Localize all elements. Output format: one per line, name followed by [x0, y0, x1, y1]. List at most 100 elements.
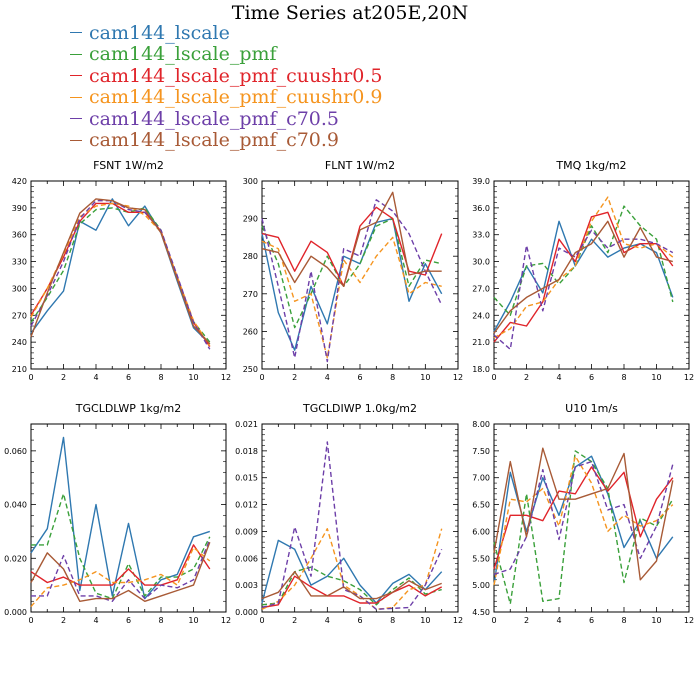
x-tick-label: 4 [325, 616, 330, 625]
y-tick-label: 290 [243, 215, 258, 224]
x-tick-label: 12 [221, 616, 231, 625]
y-tick-label: 6.50 [472, 501, 490, 510]
series-line [493, 211, 674, 343]
legend-swatch [70, 139, 82, 141]
legend-label: cam144_lscale_pmf_cuushr0.9 [89, 86, 383, 109]
y-tick-label: 300 [12, 284, 27, 293]
series-line [493, 205, 674, 316]
x-tick-label: 10 [188, 616, 198, 625]
x-tick-label: 10 [188, 373, 198, 382]
series-line [30, 541, 211, 602]
x-tick-label: 4 [93, 616, 98, 625]
y-tick-label: 250 [243, 365, 258, 374]
legend-entry: cam144_lscale [70, 22, 382, 44]
series-line [261, 441, 443, 610]
y-tick-label: 0.020 [4, 554, 27, 563]
y-tick-label: 0.060 [4, 447, 27, 456]
x-tick-label: 8 [390, 373, 395, 382]
series-line [493, 450, 674, 605]
x-tick-label: 4 [556, 373, 561, 382]
x-tick-label: 0 [28, 616, 33, 625]
x-tick-label: 2 [292, 373, 297, 382]
series-line [31, 493, 211, 600]
x-tick-label: 0 [491, 616, 496, 625]
legend-entry: cam144_lscale_pmf_c70.9 [70, 129, 382, 152]
y-tick-label: 240 [12, 338, 27, 347]
x-tick-label: 0 [259, 616, 264, 625]
legend-swatch [70, 75, 82, 77]
y-tick-label: 33.0 [472, 231, 490, 240]
panel-title: FSNT 1W/m2 [93, 159, 164, 172]
series-line [261, 528, 443, 610]
y-tick-label: 5.50 [472, 554, 490, 563]
page-title: Time Series at205E,20N [231, 2, 469, 24]
series-line [261, 199, 443, 363]
panel-title: TGCLDLWP 1kg/m2 [75, 402, 181, 415]
y-tick-label: 270 [12, 311, 27, 320]
chart-panel: FLNT 1W/m2 0 2 4 6 8 10 12 250 260 270 280 290 300 [243, 159, 463, 382]
x-tick-label: 8 [390, 616, 395, 625]
y-tick-label: 24.0 [472, 311, 490, 320]
x-tick-label: 8 [158, 373, 163, 382]
x-tick-label: 6 [126, 373, 131, 382]
series-line [261, 566, 442, 606]
y-tick-label: 300 [243, 177, 258, 186]
x-tick-label: 0 [259, 373, 264, 382]
y-tick-label: 280 [243, 252, 258, 261]
legend-label: cam144_lscale_pmf_cuushr0.5 [89, 64, 383, 87]
series-line [493, 220, 674, 332]
x-tick-label: 2 [61, 616, 66, 625]
y-tick-label: 0.009 [235, 527, 258, 536]
y-tick-label: 0.015 [235, 474, 258, 483]
y-tick-label: 39.0 [472, 177, 490, 186]
y-tick-label: 6.00 [472, 527, 490, 536]
y-tick-label: 0.012 [235, 501, 258, 510]
x-tick-label: 2 [524, 373, 529, 382]
y-tick-label: 0.021 [235, 420, 258, 429]
x-tick-label: 12 [221, 373, 231, 382]
x-tick-label: 6 [357, 616, 362, 625]
series-line [493, 196, 674, 339]
x-tick-label: 12 [684, 616, 694, 625]
x-tick-label: 2 [524, 616, 529, 625]
y-tick-label: 0.003 [235, 581, 258, 590]
series-line [30, 546, 211, 608]
legend: cam144_lscale cam144_lscale_pmf cam144_l… [70, 22, 382, 151]
y-tick-label: 420 [12, 177, 27, 186]
series-line [261, 217, 442, 329]
panel-title: FLNT 1W/m2 [325, 159, 395, 172]
y-tick-label: 7.00 [472, 474, 490, 483]
x-tick-label: 10 [420, 373, 430, 382]
x-tick-label: 8 [158, 616, 163, 625]
x-tick-label: 0 [28, 373, 33, 382]
series-line [493, 466, 674, 570]
panel-title: TMQ 1kg/m2 [555, 159, 626, 172]
series-line [261, 191, 442, 287]
series-line [261, 539, 443, 604]
legend-swatch [70, 96, 82, 98]
legend-swatch [70, 32, 82, 34]
chart-panel: FSNT 1W/m2 0 2 4 6 8 10 12 210 240 270 300 330 360 390… [12, 159, 231, 382]
legend-swatch [70, 118, 82, 120]
series-line [261, 236, 442, 359]
y-tick-label: 210 [12, 365, 27, 374]
chart-panel: TGCLDIWP 1.0kg/m2 0 2 4 6 8 10 12 0.000 0.003 0.00… [235, 402, 463, 625]
x-tick-label: 2 [292, 616, 297, 625]
series-line [261, 575, 443, 609]
legend-entry: cam144_lscale_pmf [70, 43, 382, 66]
series-line [493, 229, 674, 350]
y-tick-label: 5.00 [472, 581, 490, 590]
y-tick-label: 21.0 [472, 338, 490, 347]
y-tick-label: 0.040 [4, 501, 27, 510]
y-tick-label: 0.006 [235, 554, 258, 563]
series-line [31, 539, 211, 602]
y-tick-label: 0.000 [4, 608, 27, 617]
legend-entry: cam144_lscale_pmf_cuushr0.9 [70, 86, 383, 109]
legend-label: cam144_lscale_pmf [89, 43, 277, 66]
y-tick-label: 30.0 [472, 258, 490, 267]
x-tick-label: 10 [651, 373, 661, 382]
series-line [30, 199, 211, 350]
y-tick-label: 7.50 [472, 447, 490, 456]
legend-label: cam144_lscale_pmf_c70.9 [89, 129, 340, 152]
legend-label: cam144_lscale [89, 21, 230, 44]
